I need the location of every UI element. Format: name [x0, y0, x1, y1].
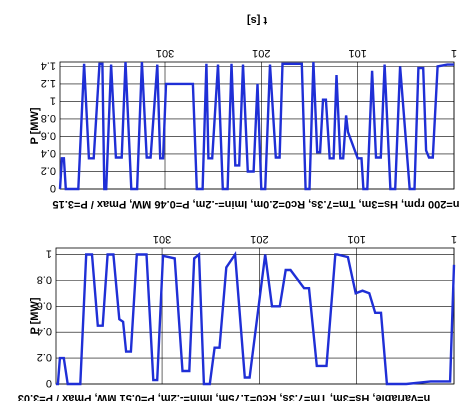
- rotated-figure-group: n=200 rpm, Hs=3m, Tm=7.3s, Rc0=2.0m, Imi…: [18, 14, 460, 401]
- chart-1-x-tick-labels: 1 101 201 301: [156, 47, 457, 59]
- chart-2-x-tick-labels: 1 101 201 301: [153, 233, 457, 245]
- chart-2-x-tick-label: 201: [250, 233, 268, 245]
- chart-1-x-tick-label: 1: [451, 47, 457, 59]
- chart-1-y-tick-labels: 0 0.2 0.4 0.6 0.8 1 1.2 1.4: [41, 59, 56, 194]
- chart-2-y-tick-label: 1: [46, 247, 52, 259]
- chart-2-y-tick-labels: 0 0.2 0.4 0.6 0.8 1: [37, 247, 52, 389]
- chart-1-y-tick-label: 1.2: [41, 77, 56, 89]
- chart-2-y-tick-label: 0.4: [37, 325, 52, 337]
- chart-1-y-tick-label: 1.4: [41, 59, 56, 71]
- chart-1-y-tick-label: 1: [50, 94, 56, 106]
- chart-2-series-line: [56, 251, 456, 386]
- chart-1-y-tick-label: 0.4: [41, 147, 56, 159]
- chart-1-y-tick-label: 0: [50, 182, 56, 194]
- chart-1-x-tick-label: 301: [156, 47, 174, 59]
- chart-1-y-axis-label: P [MW]: [29, 107, 41, 144]
- chart-2-y-tick-label: 0.2: [37, 351, 52, 363]
- chart-2-y-tick-label: 0.6: [37, 299, 52, 311]
- chart-2-y-axis-label: P [MW]: [29, 297, 41, 334]
- chart-1-x-axis-label: t [s]: [247, 14, 268, 26]
- chart-1-y-tick-label: 0.2: [41, 164, 56, 176]
- chart-1-x-tick-label: 101: [348, 47, 366, 59]
- chart-1-y-tick-label: 0.8: [41, 112, 56, 124]
- chart-2-plot-area: [55, 247, 455, 385]
- chart-2-y-tick-label: 0: [46, 377, 52, 389]
- chart-1-series-line: [58, 61, 454, 191]
- chart-2-caption: n=variable, Hs=3m, Tm=7.3s, Rc0=1.75m, I…: [18, 392, 430, 401]
- chart-1-x-tick-label: 201: [252, 47, 270, 59]
- chart-1-caption: n=200 rpm, Hs=3m, Tm=7.3s, Rc0=2.0m, Imi…: [53, 198, 460, 210]
- chart-1: n=200 rpm, Hs=3m, Tm=7.3s, Rc0=2.0m, Imi…: [29, 14, 459, 210]
- chart-1-y-tick-label: 0.6: [41, 129, 56, 141]
- chart-2: n=variable, Hs=3m, Tm=7.3s, Rc0=1.75m, I…: [18, 233, 457, 401]
- chart-2-x-tick-label: 301: [153, 233, 171, 245]
- chart-2-x-tick-label: 101: [348, 233, 366, 245]
- chart-2-x-tick-label: 1: [451, 233, 457, 245]
- chart-2-y-tick-label: 0.8: [37, 273, 52, 285]
